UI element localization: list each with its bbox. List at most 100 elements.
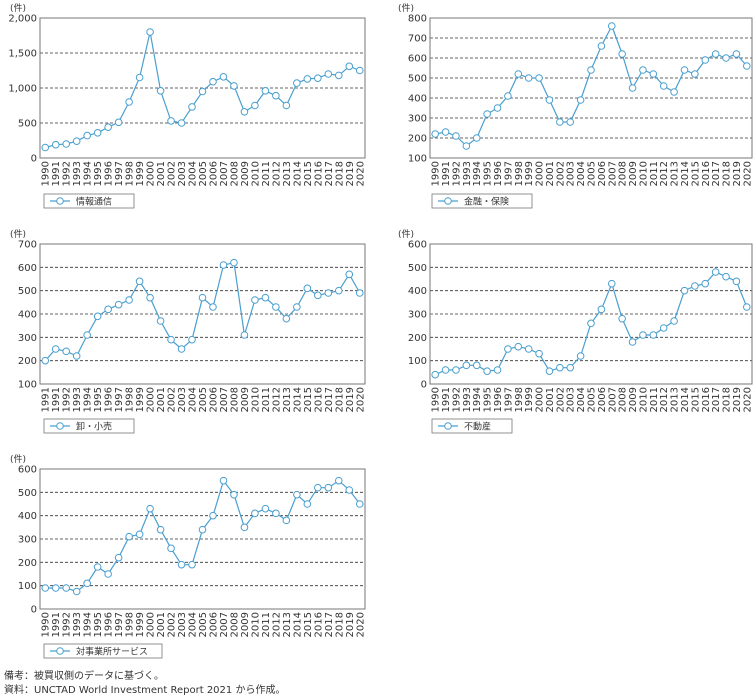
data-point bbox=[41, 143, 50, 152]
x-tick-label: 2020 bbox=[742, 387, 753, 412]
data-point bbox=[535, 74, 543, 82]
x-tick-label: 2017 bbox=[711, 161, 722, 186]
data-point bbox=[293, 303, 301, 311]
x-tick-label: 2018 bbox=[722, 387, 733, 412]
y-tick-label: 500 bbox=[408, 263, 427, 274]
y-tick-label: 0 bbox=[421, 380, 427, 391]
data-point bbox=[303, 75, 312, 83]
data-point bbox=[649, 331, 658, 339]
data-point bbox=[293, 79, 301, 87]
x-tick-label: 2016 bbox=[313, 161, 324, 186]
data-point bbox=[618, 314, 626, 323]
x-tick-label: 2019 bbox=[732, 161, 743, 186]
x-tick-label: 2015 bbox=[303, 387, 314, 412]
data-point bbox=[334, 286, 343, 295]
data-point bbox=[639, 331, 647, 339]
x-tick-label: 2018 bbox=[334, 387, 345, 412]
x-tick-label: 2002 bbox=[167, 387, 178, 412]
data-point bbox=[251, 296, 259, 304]
data-point bbox=[62, 347, 71, 356]
data-point bbox=[240, 523, 249, 532]
data-point bbox=[452, 366, 460, 374]
x-tick-label: 2008 bbox=[229, 612, 240, 637]
data-point bbox=[441, 366, 450, 374]
y-tick-label: 400 bbox=[18, 310, 37, 321]
plot-area bbox=[39, 17, 366, 159]
legend-label: 情報通信 bbox=[76, 196, 112, 208]
x-tick-label: 2001 bbox=[156, 387, 167, 412]
data-point bbox=[282, 314, 291, 323]
y-tick-label: 0 bbox=[31, 605, 37, 616]
x-tick-label: 1993 bbox=[462, 161, 473, 186]
y-tick-label: 600 bbox=[408, 54, 427, 65]
data-point bbox=[230, 490, 238, 499]
x-tick-label: 2002 bbox=[167, 161, 178, 186]
data-point bbox=[535, 349, 543, 358]
data-point bbox=[198, 293, 207, 302]
data-point bbox=[314, 483, 322, 492]
y-tick-label: 700 bbox=[18, 240, 37, 251]
y-tick-label: 600 bbox=[18, 263, 37, 274]
x-tick-label: 2008 bbox=[618, 161, 629, 186]
data-point bbox=[177, 119, 186, 127]
x-tick-label: 1997 bbox=[503, 161, 514, 186]
legend-marker bbox=[444, 197, 452, 205]
y-tick-label: 100 bbox=[408, 356, 427, 367]
x-tick-label: 2001 bbox=[545, 161, 556, 186]
y-tick-label: 500 bbox=[18, 286, 37, 297]
data-point bbox=[680, 66, 689, 74]
y-tick-label: 1,500 bbox=[8, 49, 37, 60]
x-tick-label: 2009 bbox=[240, 387, 251, 412]
data-point bbox=[649, 70, 658, 78]
data-point bbox=[597, 305, 606, 314]
legend-box bbox=[43, 193, 135, 209]
x-tick-label: 1992 bbox=[62, 612, 73, 637]
y-tick-label: 500 bbox=[18, 488, 37, 499]
data-point bbox=[691, 282, 699, 290]
data-point bbox=[732, 277, 741, 286]
data-point bbox=[483, 110, 491, 118]
data-point bbox=[209, 511, 217, 520]
data-point bbox=[732, 50, 741, 58]
data-point bbox=[72, 137, 81, 145]
data-point bbox=[177, 345, 186, 353]
data-point bbox=[251, 509, 259, 518]
data-point bbox=[209, 77, 217, 86]
data-point bbox=[472, 134, 481, 142]
y-tick-label: 300 bbox=[408, 114, 427, 125]
data-point bbox=[167, 544, 175, 553]
data-point bbox=[51, 140, 60, 149]
data-point bbox=[722, 272, 730, 281]
x-tick-label: 1997 bbox=[114, 161, 125, 186]
x-tick-label: 1993 bbox=[72, 387, 83, 412]
x-tick-label: 1999 bbox=[135, 161, 146, 186]
x-tick-label: 2001 bbox=[156, 612, 167, 637]
x-tick-label: 2020 bbox=[355, 387, 366, 412]
x-tick-label: 1997 bbox=[114, 612, 125, 637]
x-tick-label: 2014 bbox=[680, 387, 691, 412]
data-point bbox=[146, 293, 154, 302]
x-tick-label: 2003 bbox=[566, 387, 577, 412]
x-tick-label: 2000 bbox=[146, 161, 157, 186]
data-point bbox=[504, 345, 512, 353]
y-tick-label: 400 bbox=[408, 94, 427, 105]
x-tick-label: 1991 bbox=[441, 161, 452, 186]
x-tick-label: 1997 bbox=[503, 387, 514, 412]
x-tick-label: 2010 bbox=[250, 612, 261, 637]
x-tick-label: 1991 bbox=[41, 387, 52, 412]
data-point bbox=[701, 56, 710, 64]
series-line bbox=[44, 261, 361, 362]
x-tick-label: 1990 bbox=[431, 387, 442, 412]
x-tick-label: 1999 bbox=[524, 161, 535, 186]
data-point bbox=[230, 258, 238, 267]
x-tick-label: 1994 bbox=[83, 161, 94, 186]
x-tick-label: 2010 bbox=[638, 387, 649, 412]
data-point bbox=[41, 356, 50, 365]
x-tick-label: 2008 bbox=[229, 387, 240, 412]
data-point bbox=[146, 28, 154, 36]
x-tick-label: 1998 bbox=[514, 387, 525, 412]
x-tick-label: 2005 bbox=[198, 387, 209, 412]
data-point bbox=[272, 91, 280, 100]
x-tick-label: 2008 bbox=[618, 387, 629, 412]
